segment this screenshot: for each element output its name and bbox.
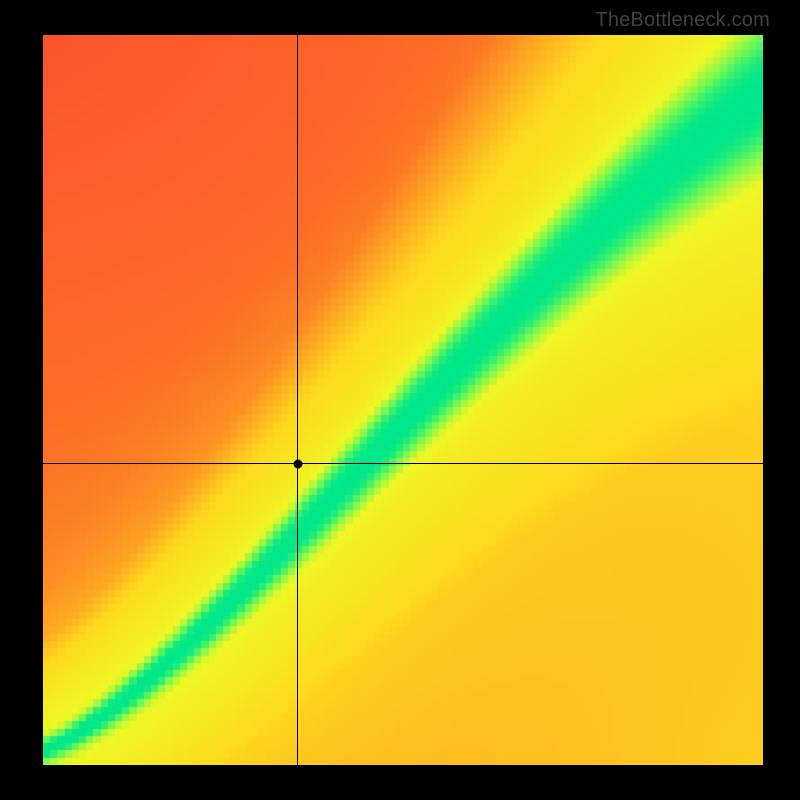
crosshair-marker: [293, 459, 302, 468]
crosshair-horizontal: [43, 463, 763, 464]
bottleneck-heatmap: [43, 35, 763, 765]
crosshair-vertical: [297, 35, 298, 765]
watermark-text: TheBottleneck.com: [595, 9, 770, 32]
